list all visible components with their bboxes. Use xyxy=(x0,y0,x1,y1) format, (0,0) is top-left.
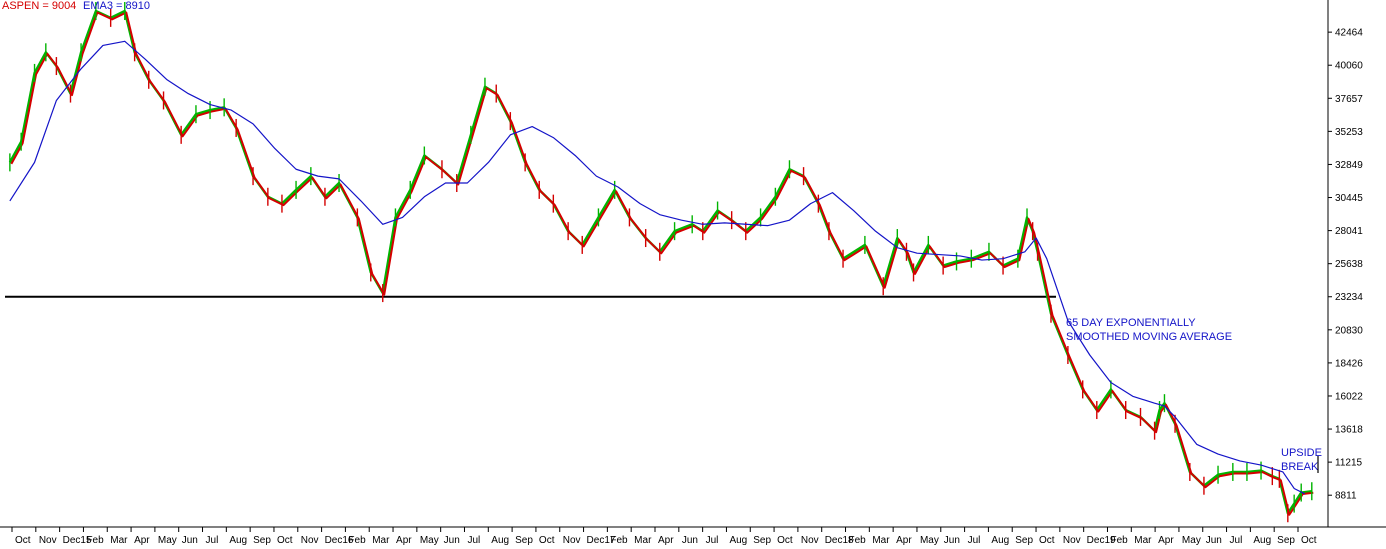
x-tick-label: Aug xyxy=(1253,535,1271,546)
x-tick-label: Dec16 xyxy=(325,535,354,546)
x-tick-label: Oct xyxy=(277,535,293,546)
annotation-ema-line1: 65 DAY EXPONENTIALLY xyxy=(1066,317,1196,329)
ema-series xyxy=(9,40,1306,495)
x-tick-label: Nov xyxy=(1063,535,1081,546)
y-tick-label: 35253 xyxy=(1335,127,1363,138)
x-tick-label: Feb xyxy=(1110,535,1128,546)
x-tick-label: Jul xyxy=(968,535,981,546)
x-tick-label: May xyxy=(158,535,177,546)
y-tick-label: 18426 xyxy=(1335,358,1363,369)
x-tick-label: Feb xyxy=(849,535,867,546)
legend-ema: EMA3 = 8910 xyxy=(83,0,150,12)
x-tick-label: Jun xyxy=(444,535,460,546)
axes xyxy=(0,0,1386,528)
annotation-ema-line2: SMOOTHED MOVING AVERAGE xyxy=(1066,331,1232,343)
x-tick-label: Apr xyxy=(658,535,674,546)
x-tick-label: Apr xyxy=(134,535,150,546)
x-tick-label: Jun xyxy=(682,535,698,546)
x-tick-label: Jul xyxy=(1230,535,1243,546)
x-tick-label: Sep xyxy=(1015,535,1033,546)
x-tick-label: Apr xyxy=(396,535,412,546)
x-tick-label: Oct xyxy=(1301,535,1317,546)
x-tick-label: Apr xyxy=(896,535,912,546)
x-tick-label: Jul xyxy=(467,535,480,546)
x-tick-label: Sep xyxy=(515,535,533,546)
x-tick-label: Dec18 xyxy=(825,535,854,546)
x-tick-label: Nov xyxy=(301,535,319,546)
y-tick-label: 11215 xyxy=(1335,458,1363,469)
x-tick-label: Aug xyxy=(729,535,747,546)
x-tick-label: Mar xyxy=(1134,535,1152,546)
y-tick-label: 8811 xyxy=(1335,491,1357,502)
x-tick-label: Nov xyxy=(39,535,57,546)
x-tick-label: Sep xyxy=(1277,535,1295,546)
x-tick-label: Mar xyxy=(634,535,652,546)
y-tick-label: 13618 xyxy=(1335,425,1363,436)
annotation-break-line2: BREAK xyxy=(1281,461,1319,473)
x-tick-label: Jun xyxy=(182,535,198,546)
x-tick-label: Jun xyxy=(1206,535,1222,546)
x-tick-label: Aug xyxy=(491,535,509,546)
x-tick-label: Mar xyxy=(372,535,390,546)
y-tick-label: 28041 xyxy=(1335,226,1363,237)
y-axis-ticks: 42464 40060 37657 35253 32849 30445 28041 25638… xyxy=(1328,28,1363,502)
x-tick-label: Aug xyxy=(991,535,1009,546)
y-tick-label: 40060 xyxy=(1335,61,1363,72)
x-tick-label: Aug xyxy=(229,535,247,546)
ema-line xyxy=(9,40,1306,495)
x-tick-label: Sep xyxy=(253,535,271,546)
x-tick-label: Oct xyxy=(777,535,793,546)
x-tick-label: Apr xyxy=(1158,535,1174,546)
x-tick-label: Jul xyxy=(206,535,219,546)
x-tick-label: Dec19 xyxy=(1087,535,1116,546)
x-tick-label: May xyxy=(420,535,439,546)
y-tick-label: 37657 xyxy=(1335,94,1363,105)
x-tick-label: Oct xyxy=(15,535,31,546)
annotation-break-line1: UPSIDE xyxy=(1281,447,1322,459)
x-tick-label: Oct xyxy=(1039,535,1055,546)
x-tick-label: Jun xyxy=(944,535,960,546)
x-tick-label: Feb xyxy=(610,535,628,546)
x-tick-label: Feb xyxy=(348,535,366,546)
y-tick-label: 32849 xyxy=(1335,160,1363,171)
y-tick-label: 25638 xyxy=(1335,259,1363,270)
price-line-up xyxy=(8,9,1312,515)
x-tick-label: Oct xyxy=(539,535,555,546)
y-tick-label: 30445 xyxy=(1335,193,1363,204)
x-tick-label: Mar xyxy=(110,535,128,546)
x-tick-label: Mar xyxy=(872,535,890,546)
x-tick-label: Nov xyxy=(563,535,581,546)
x-tick-label: Jul xyxy=(706,535,719,546)
x-tick-label: Feb xyxy=(86,535,104,546)
x-tick-label: Nov xyxy=(801,535,819,546)
x-tick-label: Sep xyxy=(753,535,771,546)
x-tick-label: May xyxy=(920,535,939,546)
y-tick-label: 42464 xyxy=(1335,28,1363,39)
y-tick-label: 16022 xyxy=(1335,391,1363,402)
x-tick-label: May xyxy=(1182,535,1201,546)
legend-aspen: ASPEN = 9004 xyxy=(2,0,76,12)
y-tick-label: 23234 xyxy=(1335,292,1363,303)
x-tick-label: Dec17 xyxy=(587,535,616,546)
price-line-down xyxy=(10,11,1314,516)
y-tick-label: 20830 xyxy=(1335,325,1363,336)
x-tick-label: Dec15 xyxy=(63,535,92,546)
price-series xyxy=(8,2,1314,523)
